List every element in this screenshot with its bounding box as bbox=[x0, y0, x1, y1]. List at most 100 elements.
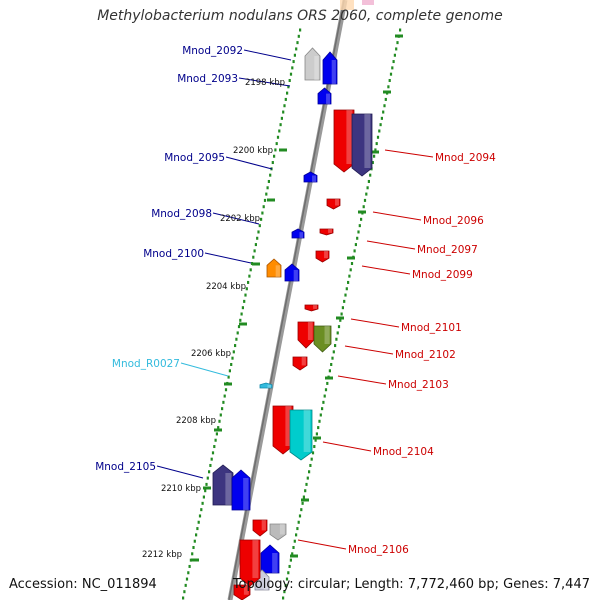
outer-track-dot bbox=[399, 28, 402, 32]
gene-label[interactable]: Mnod_2093 bbox=[177, 73, 238, 85]
gene-label[interactable]: Mnod_2092 bbox=[182, 45, 243, 57]
genes-value: 7,447 bbox=[552, 577, 590, 592]
inner-track-dot bbox=[276, 135, 280, 139]
outer-track-dot bbox=[388, 78, 391, 82]
outer-track-dot bbox=[375, 142, 378, 146]
inner-track-dot bbox=[209, 463, 212, 467]
gene-leader-line bbox=[361, 265, 411, 275]
gene-label[interactable]: Mnod_2102 bbox=[395, 349, 456, 361]
track-dash bbox=[290, 554, 298, 558]
gene-leader-line bbox=[337, 375, 387, 385]
gene-leader-line bbox=[344, 345, 394, 355]
inner-track-dot bbox=[197, 520, 200, 524]
track-dash bbox=[279, 148, 287, 152]
gene-mnod-2106b-feature bbox=[269, 523, 287, 541]
inner-track-dot bbox=[249, 268, 252, 272]
gene-mnod-2100-feature bbox=[284, 263, 300, 282]
inner-track-dot bbox=[215, 432, 218, 436]
gene-label[interactable]: Mnod_2098 bbox=[151, 208, 212, 220]
gene-label[interactable]: Mnod_R0027 bbox=[112, 358, 180, 370]
inner-track-dot bbox=[218, 419, 221, 423]
inner-track-dot bbox=[193, 539, 196, 543]
gene-label[interactable]: Mnod_2101 bbox=[401, 322, 462, 334]
outer-track-dot bbox=[314, 438, 317, 442]
inner-track-dot bbox=[256, 236, 259, 240]
gene-label[interactable]: Mnod_2103 bbox=[388, 379, 449, 391]
inner-track-dot bbox=[228, 369, 231, 373]
inner-track-dot bbox=[282, 110, 285, 114]
outer-track-dot bbox=[360, 217, 363, 221]
gene-near-2106-feature bbox=[260, 544, 280, 574]
outer-track-dot bbox=[306, 476, 309, 480]
inner-track-dot bbox=[195, 533, 198, 537]
gene-label[interactable]: Mnod_2106 bbox=[348, 544, 409, 556]
track-dash bbox=[347, 256, 355, 260]
outer-track-dot bbox=[297, 520, 300, 524]
gene-label[interactable]: Mnod_2095 bbox=[164, 152, 225, 164]
gene-leader-line bbox=[180, 362, 229, 377]
gene-label[interactable]: Mnod_2105 bbox=[95, 461, 156, 473]
outer-track-dot bbox=[362, 205, 365, 209]
inner-track-dot bbox=[222, 400, 225, 404]
inner-track-dot bbox=[219, 413, 222, 417]
gene-label[interactable]: Mnod_2097 bbox=[417, 244, 478, 256]
inner-track-dot bbox=[289, 72, 293, 76]
gene-mnod-2104a-feature bbox=[272, 405, 294, 455]
outer-track-dot bbox=[349, 268, 352, 272]
inner-track-dot bbox=[279, 123, 282, 127]
gene-label[interactable]: Mnod_2099 bbox=[412, 269, 473, 281]
outer-track-dot bbox=[374, 148, 377, 152]
accession-value: NC_011894 bbox=[81, 577, 157, 592]
kbp-tick-label: 2210 kbp bbox=[161, 484, 201, 494]
inner-track-dot bbox=[198, 514, 202, 518]
outer-track-dot bbox=[391, 66, 394, 70]
track-dash bbox=[301, 498, 309, 502]
inner-track-dot bbox=[295, 47, 298, 51]
outer-track-dot bbox=[392, 60, 395, 64]
outer-track-dot bbox=[373, 154, 376, 158]
accession-info: Accession: NC_011894 bbox=[9, 577, 157, 592]
inner-track-dot bbox=[241, 306, 244, 310]
gene-mnod-2105a-feature bbox=[212, 464, 234, 506]
kbp-tick-label: 2204 kbp bbox=[206, 282, 246, 292]
outer-track-dot bbox=[366, 186, 369, 190]
outer-track-dot bbox=[291, 552, 294, 556]
outer-track-dot bbox=[354, 243, 357, 247]
inner-track-dot bbox=[253, 249, 256, 253]
outer-track-dot bbox=[284, 583, 287, 587]
outer-track-dot bbox=[353, 249, 356, 253]
outer-track-dot bbox=[313, 445, 316, 449]
inner-track-dot bbox=[188, 564, 191, 568]
outer-track-dot bbox=[282, 596, 285, 600]
inner-track-dot bbox=[244, 293, 247, 297]
gene-label[interactable]: Mnod_2104 bbox=[373, 446, 434, 458]
gene-mnod-2101-feature bbox=[304, 304, 319, 312]
inner-track-dot bbox=[275, 142, 278, 146]
inner-track-dot bbox=[271, 161, 274, 165]
outer-track-dot bbox=[318, 419, 321, 423]
outer-track-dot bbox=[331, 356, 334, 360]
inner-track-dot bbox=[184, 583, 187, 587]
outer-track-dot bbox=[343, 299, 346, 303]
gene-mnod-2094a-feature bbox=[333, 109, 355, 173]
outer-track-dot bbox=[287, 571, 290, 575]
inner-track-dot bbox=[196, 527, 199, 531]
kbp-tick-label: 2208 kbp bbox=[176, 416, 216, 426]
gene-label[interactable]: Mnod_2096 bbox=[423, 215, 484, 227]
outer-track-dot bbox=[367, 179, 370, 183]
track-dash bbox=[395, 34, 403, 38]
genes-label: Genes: bbox=[503, 577, 549, 592]
gene-label[interactable]: Mnod_2100 bbox=[143, 248, 204, 260]
gene-leader-line bbox=[243, 49, 292, 61]
inner-track-dot bbox=[200, 508, 203, 512]
inner-track-dot bbox=[291, 66, 294, 70]
inner-track-dot bbox=[287, 85, 290, 89]
gene-mnod-2092b-feature bbox=[304, 47, 321, 81]
outer-track-dot bbox=[311, 451, 315, 455]
inner-track-dot bbox=[288, 78, 291, 82]
inner-track-dot bbox=[254, 243, 257, 247]
inner-track-dot bbox=[210, 457, 213, 461]
outer-track-dot bbox=[396, 41, 399, 45]
gene-label[interactable]: Mnod_2094 bbox=[435, 152, 496, 164]
